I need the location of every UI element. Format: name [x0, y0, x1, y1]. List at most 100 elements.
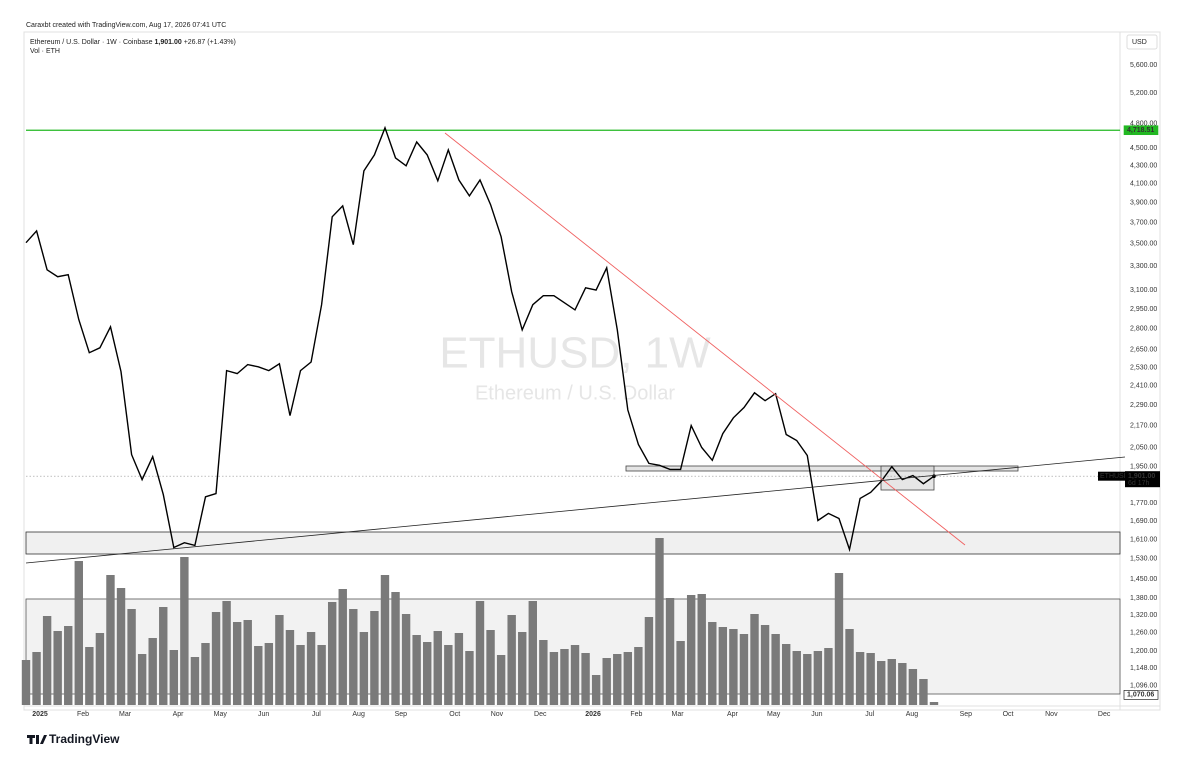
logo: TradingView — [27, 732, 120, 746]
y-tick-label: 2,650.00 — [1130, 347, 1157, 354]
volume-bar — [665, 598, 675, 705]
y-tick-label: 4,100.00 — [1130, 181, 1157, 188]
volume-bar — [919, 679, 928, 705]
volume-bar — [349, 609, 358, 705]
volume-bar — [32, 652, 41, 705]
volume-bar — [845, 629, 854, 705]
y-tick-label: 2,530.00 — [1130, 364, 1157, 371]
volume-bar — [591, 675, 601, 705]
volume-bar — [570, 645, 580, 705]
volume-bar — [359, 632, 369, 705]
y-tick-label: 5,200.00 — [1130, 90, 1157, 97]
legend-title: Ethereum / U.S. Dollar · 1W · Coinbase 1… — [30, 39, 236, 46]
volume-bar — [866, 653, 875, 705]
volume-bar — [74, 561, 83, 705]
volume-bar — [475, 601, 485, 705]
y-tick-label: 2,170.00 — [1130, 423, 1157, 430]
y-tick-label: 4,800.00 — [1130, 121, 1157, 128]
currency: USD — [1132, 39, 1147, 46]
y-tick-label: 3,100.00 — [1130, 287, 1157, 294]
x-tick-label: Nov — [491, 711, 504, 718]
y-tick-label: 1,320.00 — [1130, 612, 1157, 619]
x-tick-label: Mar — [119, 711, 132, 718]
y-tick-label: 4,500.00 — [1130, 145, 1157, 152]
x-tick-label: Oct — [449, 711, 460, 718]
volume-bar — [813, 651, 823, 705]
volume-bar — [232, 622, 242, 705]
volume-bar — [423, 642, 432, 705]
volume-bar — [85, 647, 94, 705]
symbol-tag — [1098, 471, 1125, 481]
x-tick-label: Feb — [630, 711, 642, 718]
currency-box — [1126, 34, 1158, 50]
volume-bar — [824, 648, 833, 705]
y-tick-label: 1,380.00 — [1130, 595, 1157, 602]
y-tick-label: 1,200.00 — [1130, 648, 1157, 655]
y-tick-label: 1,148.00 — [1130, 665, 1157, 672]
x-tick-label: Oct — [1003, 711, 1014, 718]
support-zone — [25, 531, 1121, 555]
x-tick-label: Aug — [352, 711, 365, 718]
volume-bar — [211, 612, 221, 705]
price-label: 1,901.00 — [1128, 473, 1155, 480]
volume-bar — [159, 607, 168, 705]
volume-bar — [929, 702, 939, 705]
symbol: Ethereum / U.S. Dollar · 1W · Coinbase — [30, 39, 153, 46]
volume-legend: Vol · ETH — [30, 48, 60, 55]
volume-bar — [908, 669, 918, 705]
x-tick-label: Jun — [811, 711, 822, 718]
last-price: 1,901.00 — [155, 39, 182, 46]
header: Caraxbt created with TradingView.com, Au… — [26, 22, 226, 29]
footer: TradingView — [49, 732, 120, 746]
volume-bar — [127, 609, 136, 705]
levels — [26, 129, 1120, 477]
symbol-label: ETHUSD — [1100, 473, 1129, 480]
volume-bar — [634, 647, 643, 705]
x-tick-label: Dec — [534, 711, 547, 718]
volume-bar — [792, 651, 801, 705]
volume-bar — [370, 611, 379, 705]
volume-bar — [391, 592, 400, 705]
x-tick-label: Jul — [865, 711, 874, 718]
volume-bar — [507, 615, 516, 705]
y-tick-label: 2,950.00 — [1130, 306, 1157, 313]
x-tick-label: Apr — [173, 711, 185, 718]
volume-bar — [433, 631, 442, 705]
volume-bar — [42, 616, 52, 705]
volume-bar — [613, 654, 622, 705]
logo-icon — [27, 735, 47, 744]
x-tick-label: Sep — [395, 711, 408, 718]
y-tick-label: 5,600.00 — [1130, 62, 1157, 69]
x-tick-label: Nov — [1045, 711, 1058, 718]
y-tick-label: 1,450.00 — [1130, 576, 1157, 583]
volume-bar — [655, 538, 664, 705]
volume-bar — [739, 634, 749, 705]
volume-bar — [465, 651, 474, 705]
y-tick-label: 1,950.00 — [1130, 463, 1157, 470]
level-tag — [1123, 125, 1159, 136]
volume-bar — [254, 646, 263, 705]
trendlines — [25, 132, 1126, 564]
volume-bar — [760, 625, 770, 705]
volume-bar — [644, 617, 654, 705]
volume-bar — [116, 588, 126, 705]
volume-bar — [380, 575, 390, 705]
volume-bar — [264, 643, 274, 705]
volume-bar — [64, 626, 73, 705]
y-tick-label: 1,610.00 — [1130, 536, 1157, 543]
volume-bar — [95, 633, 105, 705]
watermark: ETHUSD, 1W — [439, 329, 711, 378]
trendline — [25, 456, 1126, 564]
volume-bar — [21, 660, 31, 705]
y-tick-label: 1,096.00 — [1130, 683, 1157, 690]
volume-bar — [898, 663, 907, 705]
x-tick-label: May — [214, 711, 228, 718]
volume-bar — [781, 644, 791, 705]
y-tick-label: 1,530.00 — [1130, 556, 1157, 563]
volume-bar — [169, 650, 179, 705]
x-tick-label: Sep — [960, 711, 973, 718]
volume-bar — [686, 595, 696, 705]
volume — [21, 538, 939, 705]
volume-bar — [243, 620, 252, 705]
